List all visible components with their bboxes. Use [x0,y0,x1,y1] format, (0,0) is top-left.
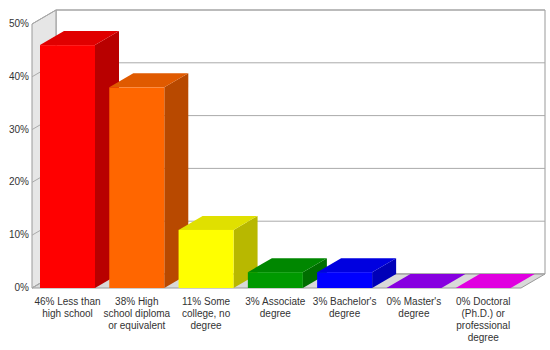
bar-top [40,31,119,45]
bar-front [456,288,511,289]
category-label: 3% Associate degree [241,296,309,320]
tick-label: 20% [1,176,29,188]
category-label: 3% Bachelor's degree [311,296,379,320]
bar [109,73,188,288]
bar [179,216,258,288]
bar-top [386,274,465,288]
bar-top [456,274,535,288]
bar-front [40,45,95,288]
chart: 0% 10% 20% 30% 40% 50% 46% Less than high scho… [0,0,550,350]
grid-line [56,62,545,63]
bar-top [179,216,258,230]
bar-front [109,87,164,288]
bar-top [317,258,396,272]
bar [40,31,119,288]
category-label: 38% High school diploma or equivalent [103,296,171,332]
bar [248,258,327,288]
bar [386,274,465,288]
tick-label: 50% [1,18,29,30]
bar [317,258,396,288]
category-label: 0% Master's degree [380,296,448,320]
tick-mark [32,10,56,24]
tick-label: 10% [1,229,29,241]
bar-front [386,288,441,289]
bar-top [109,73,188,87]
bar-front [317,272,372,288]
category-label: 46% Less than high school [34,296,102,320]
tick-label: 0% [1,282,29,294]
tick-label: 40% [1,71,29,83]
bar-front [248,272,303,288]
bar-top [248,258,327,272]
category-label: 11% Some college, no degree [172,296,240,332]
bar-front [179,230,234,288]
bar [456,274,535,288]
bars [40,31,535,288]
category-label: 0% Doctoral (Ph.D.) or professional degr… [449,296,517,344]
grid-line [56,10,545,11]
tick-label: 30% [1,124,29,136]
